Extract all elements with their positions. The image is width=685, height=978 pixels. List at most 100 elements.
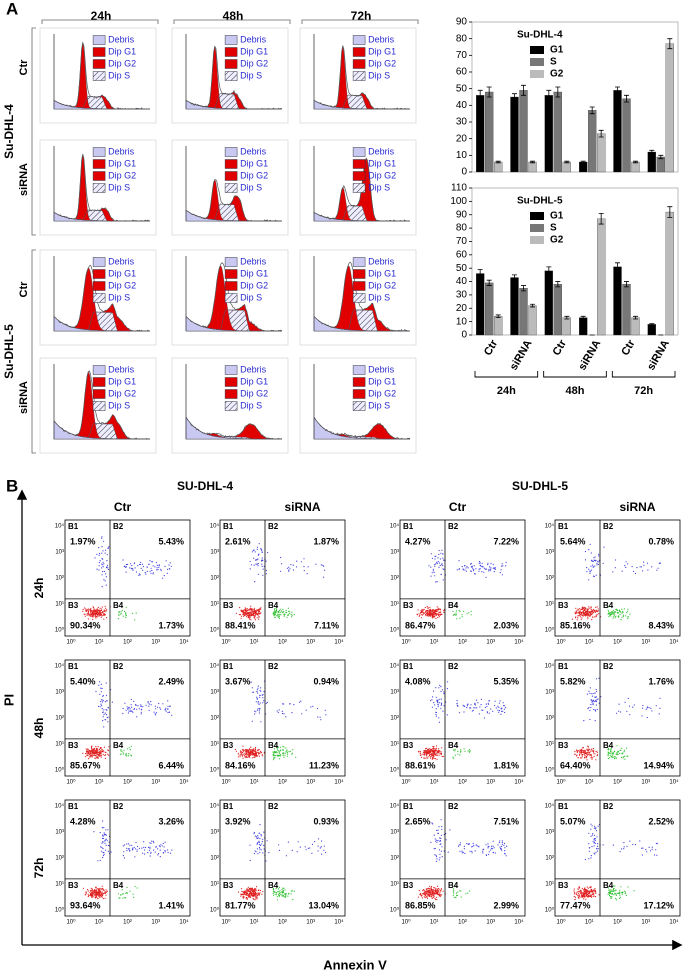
event-dot	[440, 609, 442, 611]
event-dot	[439, 893, 441, 895]
event-dot	[435, 713, 437, 716]
event-dot	[133, 708, 135, 710]
event-dot	[255, 711, 257, 713]
event-dot	[426, 614, 428, 617]
event-dot	[247, 886, 249, 888]
event-dot	[581, 607, 583, 609]
event-dot	[97, 746, 99, 748]
legend-swatch	[352, 293, 366, 303]
event-dot	[285, 610, 287, 612]
event-dot	[584, 753, 586, 755]
event-dot	[159, 849, 161, 851]
event-dot	[459, 754, 461, 756]
event-dot	[429, 754, 431, 756]
event-dot	[91, 890, 93, 892]
event-dot	[596, 614, 598, 616]
legend-swatch	[92, 293, 106, 303]
event-dot	[272, 892, 274, 895]
event-dot	[278, 616, 280, 618]
event-dot	[123, 851, 125, 853]
event-dot	[439, 840, 441, 842]
event-dot	[82, 752, 84, 754]
event-dot	[92, 892, 94, 894]
event-dot	[99, 832, 101, 834]
event-dot	[122, 615, 124, 617]
event-dot	[420, 610, 422, 612]
event-dot	[149, 560, 151, 562]
event-dot	[422, 889, 424, 891]
event-dot	[615, 753, 617, 755]
event-dot	[289, 612, 291, 615]
event-dot	[275, 615, 277, 617]
event-dot	[248, 749, 250, 751]
event-dot	[91, 891, 93, 894]
event-dot	[244, 609, 246, 611]
g1-peak	[185, 416, 282, 440]
event-dot	[422, 751, 424, 754]
event-dot	[91, 893, 94, 895]
event-dot	[97, 616, 99, 618]
event-dot	[260, 607, 262, 609]
event-dot	[454, 605, 456, 607]
error-bar	[495, 314, 501, 319]
event-dot	[319, 847, 321, 849]
event-dot	[252, 752, 254, 754]
legend-label: Debris	[240, 256, 267, 266]
x-tick-label: 10²	[613, 920, 622, 926]
event-dot	[428, 611, 430, 613]
chart-title: Su-DHL-5	[517, 196, 563, 207]
event-dot	[621, 747, 623, 749]
quadrant-label: B4	[448, 881, 459, 890]
event-dot	[278, 895, 281, 897]
event-dot	[158, 845, 160, 847]
event-dot	[252, 889, 254, 891]
event-dot	[593, 891, 595, 893]
event-dot	[256, 843, 258, 845]
event-dot	[257, 835, 259, 837]
event-dot	[597, 843, 599, 845]
event-dot	[94, 890, 96, 892]
event-dot	[314, 841, 316, 843]
event-dot	[125, 613, 127, 615]
event-dot	[485, 576, 487, 578]
legend-label: Dip G2	[368, 170, 396, 180]
event-dot	[277, 615, 279, 617]
event-dot	[91, 894, 93, 896]
error-bar	[615, 262, 620, 272]
y-tick-label: 10²	[390, 716, 399, 722]
event-dot	[259, 848, 261, 850]
event-dot	[248, 615, 250, 618]
event-dot	[265, 860, 267, 862]
event-dot	[504, 711, 506, 714]
event-dot	[94, 749, 96, 752]
event-dot	[596, 847, 598, 850]
event-dot	[278, 709, 280, 711]
event-dot	[466, 843, 468, 845]
event-dot	[616, 745, 618, 747]
event-dot	[596, 751, 599, 753]
panel-label: A	[6, 0, 18, 18]
event-dot	[581, 757, 583, 759]
x-tick-label: 10¹	[95, 920, 104, 926]
event-dot	[441, 755, 443, 758]
event-dot	[490, 849, 492, 851]
event-dot	[574, 891, 576, 894]
event-dot	[286, 755, 288, 757]
event-dot	[281, 889, 283, 891]
event-dot	[239, 751, 241, 753]
g2-peak	[53, 94, 150, 110]
event-dot	[436, 745, 438, 747]
x-tick-label: 10⁰	[221, 919, 231, 926]
event-dot	[431, 572, 433, 574]
event-dot	[465, 893, 467, 895]
event-dot	[303, 566, 305, 568]
event-dot	[592, 893, 594, 895]
event-dot	[622, 615, 625, 617]
event-dot	[442, 579, 444, 581]
event-dot	[492, 845, 494, 847]
event-dot	[453, 892, 455, 894]
event-dot	[259, 824, 261, 826]
quadrant-percent: 77.47%	[560, 900, 591, 910]
event-dot	[593, 834, 596, 837]
